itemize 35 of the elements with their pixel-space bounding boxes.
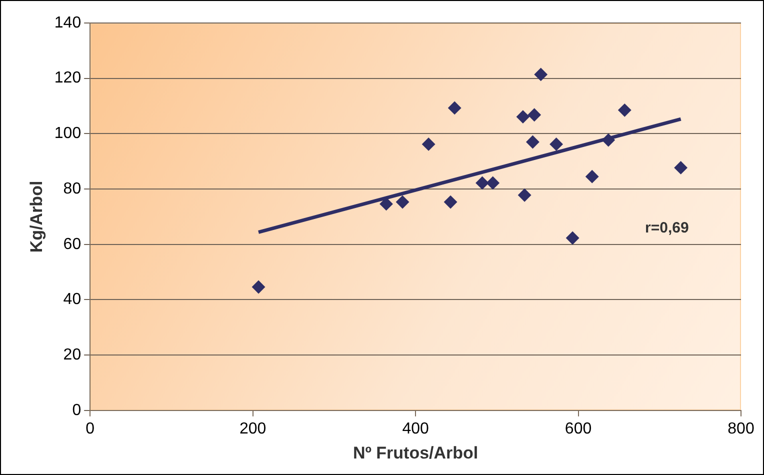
point xyxy=(602,134,615,147)
y-tick-label: 80 xyxy=(63,180,82,198)
x-tick-label: 600 xyxy=(564,420,592,438)
point xyxy=(422,138,436,151)
point xyxy=(448,101,462,114)
point xyxy=(586,170,599,184)
y-tick-label: 140 xyxy=(54,14,82,32)
y-axis-title: Kg/Arbol xyxy=(26,180,46,253)
point xyxy=(252,280,266,294)
y-tick-label: 0 xyxy=(72,402,82,419)
y-tick-label: 120 xyxy=(54,70,82,87)
x-axis-title: Nº Frutos/Arbol xyxy=(352,443,478,462)
point xyxy=(674,161,688,174)
point xyxy=(618,104,632,117)
x-tick-label: 400 xyxy=(402,420,429,438)
point xyxy=(528,108,541,122)
point xyxy=(396,196,410,209)
annotation: r=0,69 xyxy=(645,219,689,236)
x-tick-label: 0 xyxy=(86,420,95,438)
y-tick-label: 100 xyxy=(54,125,82,142)
x-tick-label: 200 xyxy=(239,420,266,438)
y-tick-label: 40 xyxy=(63,291,82,308)
point xyxy=(516,110,530,124)
y-tick-label: 20 xyxy=(63,346,82,364)
point xyxy=(550,138,563,151)
point xyxy=(380,197,393,210)
point xyxy=(476,176,489,190)
y-tick-label: 60 xyxy=(63,236,82,253)
point xyxy=(534,68,548,81)
point xyxy=(566,232,580,245)
point xyxy=(444,196,458,209)
point xyxy=(518,188,532,202)
point xyxy=(486,176,500,190)
x-tick-label: 800 xyxy=(728,420,754,438)
point xyxy=(526,135,540,148)
